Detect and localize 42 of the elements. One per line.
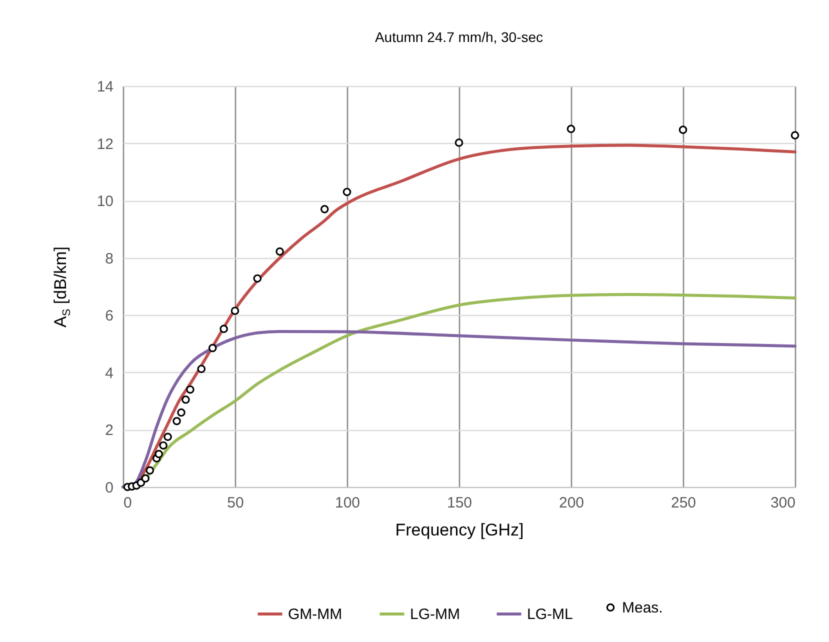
- y-tick-label: 6: [105, 308, 114, 325]
- chart-title: Autumn 24.7 mm/h, 30-sec: [374, 29, 544, 45]
- y-tick-label: 2: [105, 422, 114, 440]
- x-tick-label: 150: [446, 494, 472, 512]
- point: [154, 450, 163, 458]
- y-tick-label: 12: [96, 136, 114, 153]
- point: [678, 126, 688, 134]
- point: [159, 441, 168, 450]
- y-tick-label: 14: [96, 78, 114, 96]
- x-tick-label: 200: [558, 494, 584, 512]
- y-tick-label: 4: [105, 364, 114, 382]
- point: [208, 344, 217, 352]
- point: [182, 395, 190, 404]
- point: [253, 274, 262, 283]
- point: [197, 364, 206, 374]
- point: [454, 138, 464, 147]
- x-tick-label: 100: [334, 494, 360, 512]
- point: [164, 432, 172, 442]
- legend-label: LG-MM: [410, 606, 460, 623]
- x-tick-label: 300: [770, 494, 796, 512]
- point: [320, 205, 329, 214]
- legend-label: Meas.: [622, 600, 663, 616]
- x-axis-title: Frequency [GHz]: [395, 520, 524, 540]
- point: [220, 324, 228, 334]
- point: [177, 408, 186, 417]
- point: [186, 385, 194, 394]
- point: [342, 188, 352, 196]
- x-tick-label: 250: [670, 494, 696, 512]
- point: [230, 306, 240, 315]
- point: [172, 416, 181, 426]
- point: [141, 474, 150, 483]
- point: [566, 124, 576, 134]
- legend-label: GM-MM: [288, 606, 342, 623]
- x-tick-label: 0: [124, 494, 132, 512]
- y-tick-label: 8: [105, 250, 114, 268]
- x-tick-label: 50: [227, 494, 244, 512]
- y-tick-label: 0: [105, 480, 114, 496]
- point: [146, 466, 154, 475]
- y-tick-label: 10: [96, 193, 114, 210]
- point: [276, 247, 284, 256]
- point: [790, 131, 800, 140]
- legend-label: LG-ML: [527, 606, 573, 623]
